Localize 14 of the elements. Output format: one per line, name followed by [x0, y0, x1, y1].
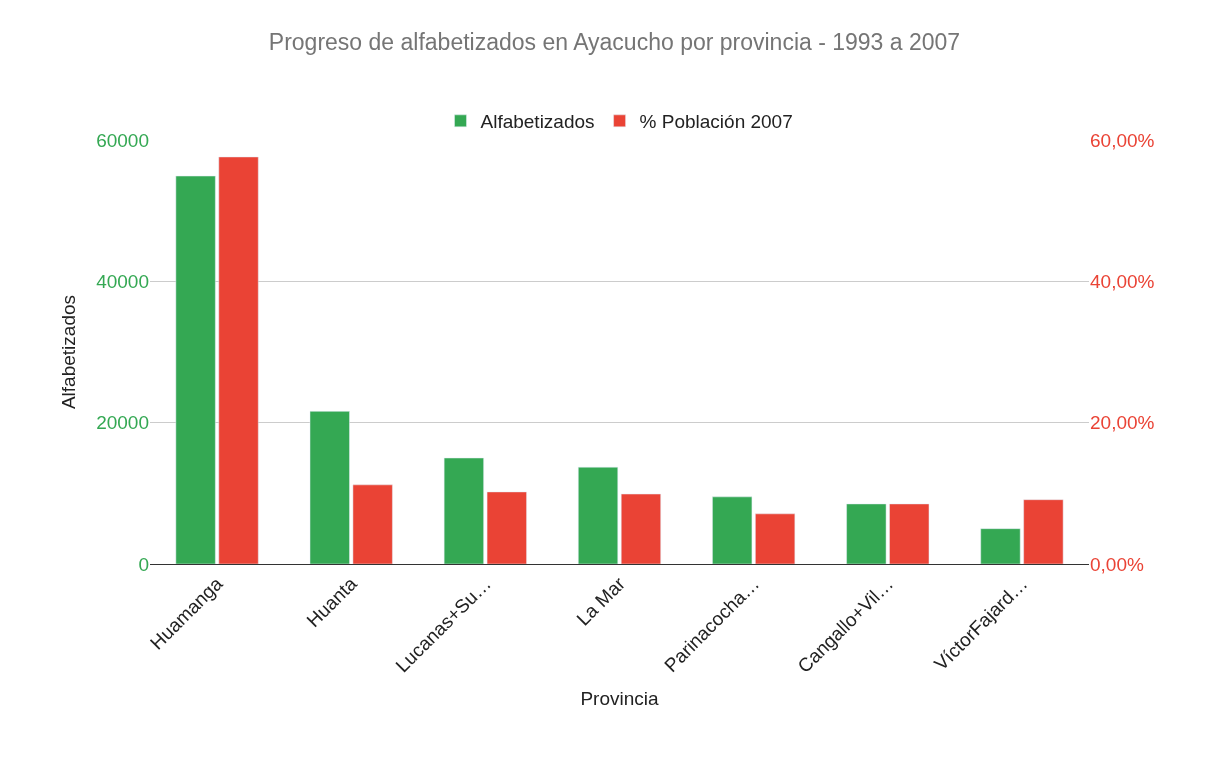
y-tick-label: 40000 [96, 270, 149, 292]
x-tick-label: La Mar [572, 572, 630, 630]
chart-title: Progreso de alfabetizados en Ayacucho por provincia - 1993 a 2007 [268, 29, 961, 56]
y2-tick-label: 40,00% [1090, 270, 1155, 292]
y2-tick-label: 60,00% [1090, 129, 1155, 151]
legend-label: Alfabetizados [480, 111, 595, 133]
y-tick-label: 20000 [96, 412, 149, 434]
y2-tick-label: 20,00% [1090, 412, 1155, 434]
y-tick-label: 0 [138, 553, 149, 575]
legend-label: % Población 2007 [639, 111, 793, 133]
x-axis-title: Provincia [580, 687, 659, 709]
y2-tick-label: 0,00% [1090, 553, 1144, 575]
y-tick-label: 60000 [96, 129, 149, 151]
y-axis-title: Alfabetizados [58, 294, 80, 410]
